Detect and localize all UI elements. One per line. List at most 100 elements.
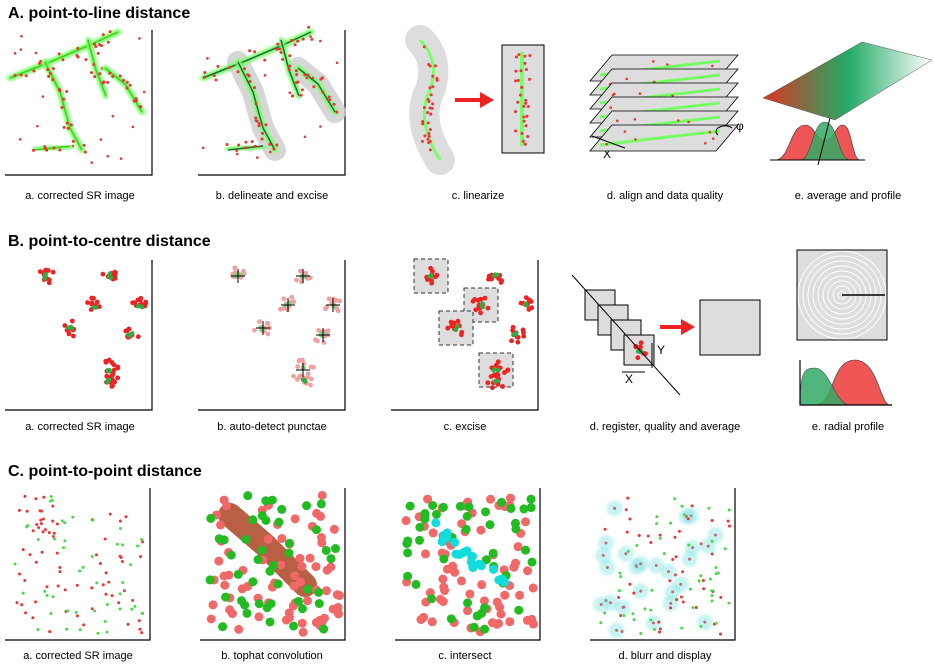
dot <box>298 269 303 274</box>
filament <box>105 68 142 112</box>
dot <box>626 497 629 500</box>
dot <box>317 499 326 508</box>
dot <box>52 595 55 598</box>
dot <box>402 516 411 525</box>
dot <box>79 628 82 631</box>
dot <box>20 74 23 77</box>
dot <box>255 119 258 122</box>
dot <box>463 606 472 615</box>
dot <box>529 583 538 592</box>
dot <box>439 554 448 563</box>
dot <box>308 383 313 388</box>
dot <box>251 140 254 143</box>
avg-square <box>700 300 760 355</box>
dot <box>675 598 678 601</box>
dot <box>261 516 270 525</box>
dot <box>317 533 326 542</box>
dot <box>465 590 474 599</box>
dot <box>464 502 473 511</box>
dot <box>95 553 98 556</box>
dot <box>638 534 641 537</box>
caption: b. tophat convolution <box>221 650 323 662</box>
dot <box>520 132 523 135</box>
dot <box>429 128 432 131</box>
dot <box>309 377 314 382</box>
dot <box>523 55 526 58</box>
dot <box>632 592 635 595</box>
dot <box>714 566 717 569</box>
dot <box>604 528 607 531</box>
dot <box>428 135 431 138</box>
dot <box>115 366 120 371</box>
dot <box>84 58 87 61</box>
dot <box>14 52 17 55</box>
dot <box>109 513 112 516</box>
halo <box>633 583 649 599</box>
dot <box>516 101 519 104</box>
dot <box>272 147 275 150</box>
dot <box>523 566 532 575</box>
dot <box>309 365 314 370</box>
dot <box>515 591 524 600</box>
halo <box>618 546 634 562</box>
dot <box>434 64 437 67</box>
dot <box>304 135 307 138</box>
dot <box>499 280 504 285</box>
dot <box>57 585 60 588</box>
dot <box>56 523 59 526</box>
dot <box>289 622 298 631</box>
dot <box>284 549 293 558</box>
dot <box>609 106 612 109</box>
dot <box>275 143 278 146</box>
dot <box>328 95 331 98</box>
dot <box>524 99 527 102</box>
dot <box>459 330 464 335</box>
dot <box>438 537 447 546</box>
dot <box>426 111 429 114</box>
dot <box>423 134 426 137</box>
halo <box>678 508 694 524</box>
dot <box>671 558 674 561</box>
dot <box>133 605 136 608</box>
dot <box>450 538 459 547</box>
dot <box>470 623 479 632</box>
dot <box>527 105 530 108</box>
dot <box>61 58 64 61</box>
dot <box>524 102 527 105</box>
dot <box>253 86 256 89</box>
dot <box>429 528 438 537</box>
dot <box>119 527 122 530</box>
dot <box>93 75 96 78</box>
dot <box>631 612 634 615</box>
dot <box>62 98 65 101</box>
dot <box>626 531 629 534</box>
dot <box>226 143 229 146</box>
dot <box>704 142 707 145</box>
dot <box>429 273 433 277</box>
dot <box>221 593 230 602</box>
dot <box>265 617 274 626</box>
dot <box>468 552 477 561</box>
dot <box>698 579 701 582</box>
dot <box>480 301 484 305</box>
dot <box>106 603 109 606</box>
dot <box>427 121 430 124</box>
caption: c. excise <box>444 421 487 433</box>
dot <box>603 612 606 615</box>
dot <box>265 567 274 576</box>
dot <box>680 595 683 598</box>
dot <box>650 589 653 592</box>
dot <box>711 519 714 522</box>
dot <box>70 123 73 126</box>
dot <box>429 281 434 286</box>
dot <box>261 132 264 135</box>
dot <box>52 146 55 149</box>
dot <box>51 270 56 275</box>
dot <box>707 507 710 510</box>
halo <box>633 556 649 572</box>
dot <box>22 548 25 551</box>
dot <box>82 623 85 626</box>
dot <box>136 544 139 547</box>
dot <box>477 561 486 570</box>
dot <box>95 300 100 305</box>
